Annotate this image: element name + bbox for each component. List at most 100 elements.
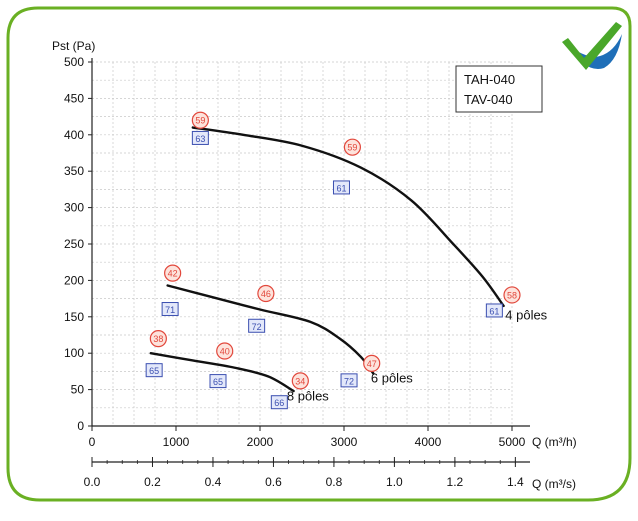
efficiency-marker: 61 [332,180,350,195]
efficiency-marker: 72 [248,318,266,333]
x2-tick-labels: 0.0 0.2 0.4 0.6 0.8 1.0 1.2 1.4 [84,457,524,489]
efficiency-label: 72 [252,322,262,332]
y-tick-label: 500 [64,55,84,69]
noise-level-marker: 34 [291,372,309,390]
curve-label-3: 8 pôles [287,389,329,404]
efficiency-box [145,363,163,378]
chart-axes [91,58,530,463]
x-tick-label: 4000 [415,435,442,449]
y-tick-label: 250 [64,237,84,251]
noise-level-circle [191,111,209,129]
noise-level-circle [291,372,309,390]
noise-level-label: 38 [153,334,163,344]
y-tick-label: 50 [71,383,85,397]
x-tick-label: 3000 [331,435,358,449]
y-tick-labels: 0 50 100 150 200 250 300 350 400 450 500 [64,55,92,433]
efficiency-box [332,180,350,195]
efficiency-label: 65 [213,377,223,387]
efficiency-box [248,318,266,333]
efficiency-box [161,302,179,317]
curve-series-3 [149,352,295,393]
efficiency-label: 63 [195,134,205,144]
y-tick-label: 0 [77,419,84,433]
curve-series-2 [166,284,375,375]
efficiency-box [485,303,503,318]
noise-level-circle [149,330,167,348]
y-tick-label: 150 [64,310,84,324]
noise-level-marker: 42 [164,264,182,282]
noise-level-circle [257,284,275,303]
checkmark-badge-icon [562,22,622,70]
noise-level-marker: 47 [363,354,381,372]
fan-curves: 4 pôles 6 pôles 8 pôles [149,126,548,404]
noise-level-marker: 59 [343,138,361,156]
noise-level-label: 40 [220,347,230,357]
x2-axis-label: Q (m³/s) [532,477,576,491]
efficiency-marker: 61 [485,303,503,318]
x2-tick-label: 1.2 [447,475,464,489]
x2-tick-label: 0.2 [144,475,161,489]
efficiency-label: 65 [149,366,159,376]
y-tick-label: 100 [64,346,84,360]
noise-level-label: 46 [261,289,271,299]
efficiency-label: 66 [274,398,284,408]
x-tick-label: 1000 [163,435,190,449]
efficiency-box [270,395,288,410]
x2-tick-label: 0.0 [84,475,101,489]
y-tick-label: 350 [64,164,84,178]
noise-level-circle [164,264,182,282]
y-tick-label: 300 [64,201,84,215]
noise-level-label: 58 [507,290,517,300]
curve-label-2: 6 pôles [371,370,413,385]
efficiency-label: 61 [336,183,346,193]
efficiency-marker: 65 [145,363,163,378]
noise-level-label: 59 [195,116,205,126]
efficiency-label: 71 [165,305,175,315]
efficiency-box [340,373,358,388]
model-label-1: TAH-040 [464,72,515,87]
x2-tick-label: 1.0 [386,475,403,489]
operating-point-markers: 59 59 58 42 46 47 38 40 34 63 61 61 71 72 72 65 65 66 [145,111,521,410]
noise-level-label: 59 [347,143,357,153]
curve-series-1 [191,126,505,308]
noise-level-marker: 59 [191,111,209,129]
efficiency-marker: 66 [270,395,288,410]
noise-level-label: 34 [295,376,305,386]
efficiency-marker: 71 [161,302,179,317]
model-label-2: TAV-040 [464,92,513,107]
noise-level-marker: 46 [257,284,275,303]
x2-tick-label: 0.4 [205,475,222,489]
x2-tick-label: 0.6 [265,475,282,489]
noise-level-marker: 40 [216,342,234,360]
efficiency-marker: 63 [191,130,209,145]
y-axis-label: Pst (Pa) [52,39,95,53]
efficiency-label: 72 [344,376,354,386]
y-tick-label: 450 [64,91,84,105]
noise-level-circle [503,286,521,304]
efficiency-marker: 72 [340,373,358,388]
noise-level-circle [363,354,381,372]
x-tick-labels: 0 1000 2000 3000 4000 5000 [89,426,526,449]
y-tick-label: 200 [64,273,84,287]
efficiency-label: 61 [489,306,499,316]
noise-level-label: 47 [367,359,377,369]
noise-level-marker: 38 [149,330,167,348]
model-label-box: TAH-040 TAV-040 [455,65,543,113]
x2-tick-label: 0.8 [326,475,343,489]
x-tick-label: 2000 [247,435,274,449]
x2-tick-label: 1.4 [507,475,524,489]
noise-level-circle [216,342,234,360]
x-tick-label: 0 [89,435,96,449]
x-axis-label: Q (m³/h) [532,435,577,449]
x-tick-label: 5000 [499,435,526,449]
efficiency-marker: 65 [209,374,227,389]
y-tick-label: 400 [64,128,84,142]
noise-level-circle [343,138,361,156]
efficiency-box [209,374,227,389]
chart-grid [91,61,513,427]
noise-level-marker: 58 [503,286,521,304]
noise-level-label: 42 [168,269,178,279]
curve-label-1: 4 pôles [505,308,547,323]
